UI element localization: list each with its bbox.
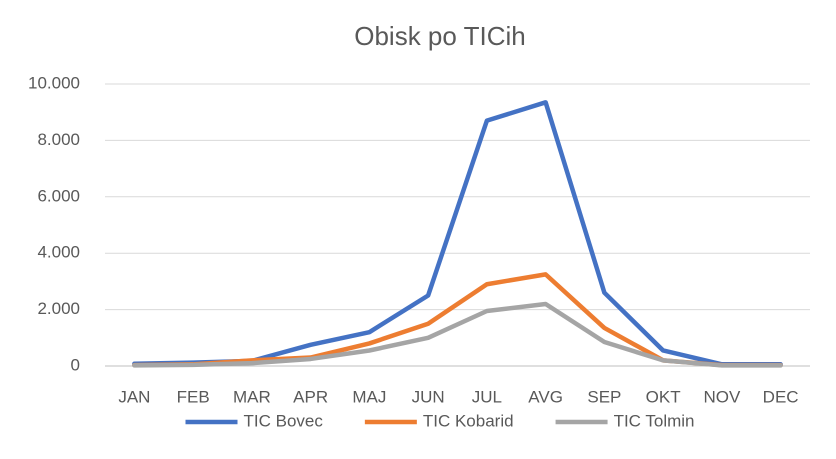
x-tick-label: MAR	[233, 387, 271, 406]
legend-label: TIC Tolmin	[614, 411, 695, 430]
x-tick-label: APR	[293, 387, 328, 406]
x-tick-label: FEB	[177, 387, 210, 406]
chart-title: Obisk po TICih	[354, 21, 525, 51]
line-series	[132, 272, 783, 368]
x-tick-label: JAN	[118, 387, 150, 406]
x-tick-label: JUN	[412, 387, 445, 406]
legend-label: TIC Bovec	[244, 411, 324, 430]
y-tick-label: 0	[71, 355, 80, 374]
x-tick-label: NOV	[703, 387, 741, 406]
y-tick-label: 6.000	[37, 186, 80, 205]
y-tick-label: 10.000	[28, 73, 80, 92]
x-tick-label: DEC	[763, 387, 799, 406]
x-tick-label: MAJ	[352, 387, 386, 406]
legend-label: TIC Kobarid	[423, 411, 514, 430]
y-tick-label: 2.000	[37, 299, 80, 318]
x-tick-label: AVG	[528, 387, 563, 406]
x-tick-label: OKT	[646, 387, 681, 406]
line-series	[132, 301, 783, 368]
x-tick-label: JUL	[472, 387, 502, 406]
y-tick-label: 8.000	[37, 130, 80, 149]
x-tick-label: SEP	[587, 387, 621, 406]
y-tick-label: 4.000	[37, 243, 80, 262]
